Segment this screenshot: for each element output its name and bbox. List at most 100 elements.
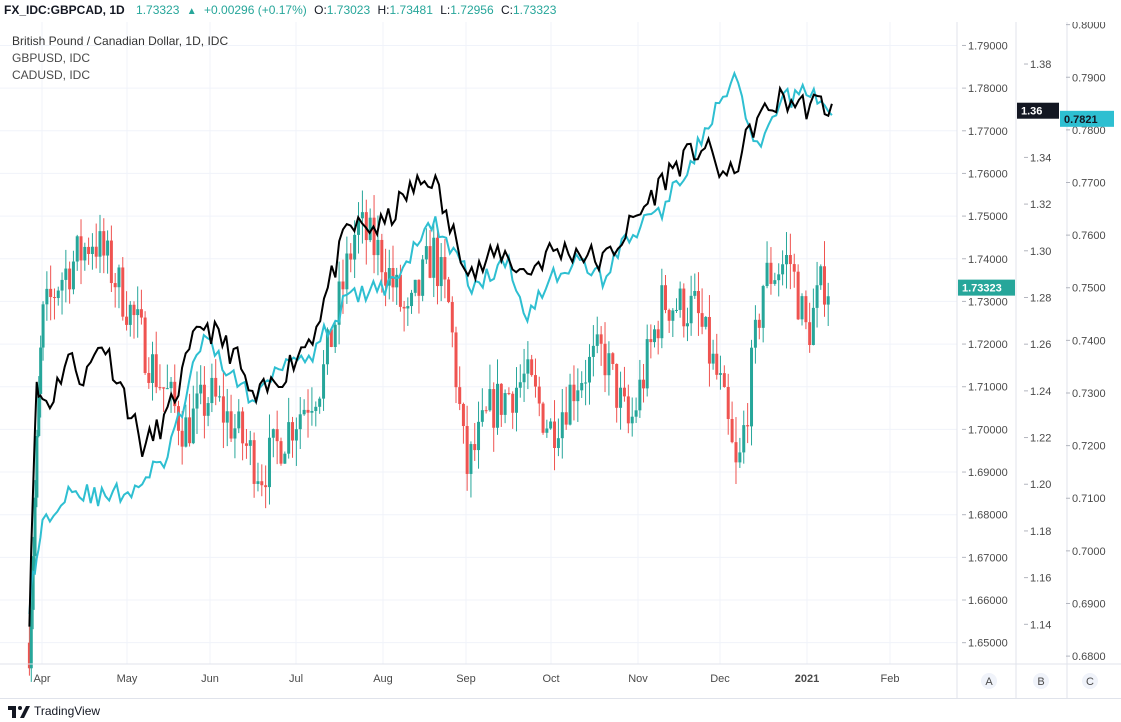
candle-body: [333, 324, 337, 347]
candle-body: [730, 419, 734, 443]
gbpcad-candles: [27, 190, 830, 682]
scale-button-label: B: [1037, 676, 1044, 688]
axis-b-tick-label: 1.14: [1030, 619, 1051, 631]
candle-body: [819, 266, 823, 286]
candle-body: [102, 231, 106, 256]
candle-body: [237, 411, 241, 429]
axis-b-tick-label: 1.34: [1030, 152, 1051, 164]
candle-body: [742, 425, 746, 453]
high-value: 1.73481: [389, 3, 433, 17]
candle-body: [454, 332, 458, 388]
axis-c-tick-label: 0.7500: [1072, 283, 1106, 295]
axis-b-tick-label: 1.32: [1030, 199, 1051, 211]
candle-body: [372, 217, 376, 256]
candle-body: [800, 296, 804, 320]
candle-body: [45, 288, 49, 305]
low-label: L:: [440, 3, 451, 17]
candle-body: [503, 393, 507, 415]
candle-body: [696, 290, 700, 314]
candle-body: [757, 319, 761, 328]
candle-body: [287, 422, 291, 454]
scale-button[interactable]: [1082, 673, 1098, 689]
symbol-label[interactable]: FX_IDC:GBPCAD, 1D: [4, 3, 125, 17]
axis-b-tick-label: 1.28: [1030, 292, 1051, 304]
candle-body: [31, 556, 35, 610]
scale-button[interactable]: [1033, 673, 1049, 689]
candle-body: [630, 416, 634, 424]
candle-body: [707, 316, 711, 364]
candle-body: [484, 410, 488, 412]
candle-body: [432, 237, 436, 278]
axis-c-tick-label: 0.7800: [1072, 125, 1106, 137]
candle-body: [477, 421, 481, 451]
axis-a-tick-label: 1.76000: [968, 168, 1008, 180]
candle-body: [173, 381, 177, 407]
candle-body: [765, 262, 769, 287]
price-chart[interactable]: 1.79000 1.78000 1.77000 1.76000 1.75000 1.740…: [0, 22, 1121, 698]
candle-body: [132, 304, 136, 316]
candle-body: [435, 237, 439, 287]
chart-header: FX_IDC:GBPCAD, 1D 1.73323 ▲ +0.00296 (+0…: [0, 0, 1121, 22]
candle-body: [649, 339, 653, 343]
candle-body: [591, 345, 595, 357]
candle-body: [439, 257, 443, 287]
candle-body: [619, 387, 623, 408]
x-tick-label: Jul: [289, 673, 303, 685]
candle-body: [206, 403, 210, 416]
candle-body: [241, 411, 245, 444]
candle-body: [136, 309, 140, 316]
tradingview-logo[interactable]: TradingView: [8, 704, 100, 718]
candle-body: [158, 387, 162, 389]
candle-body: [325, 329, 329, 365]
candle-body: [349, 253, 353, 260]
candle-body: [704, 316, 708, 327]
up-arrow-icon: ▲: [186, 6, 197, 17]
legend-main: British Pound / Canadian Dollar, 1D, IDC: [12, 34, 229, 48]
candle-body: [283, 453, 287, 464]
scale-button-label: A: [985, 676, 993, 688]
candle-body: [395, 274, 399, 288]
candle-body: [264, 485, 268, 488]
candle-body: [796, 271, 800, 320]
candle-body: [380, 239, 384, 273]
candle-body: [41, 304, 45, 348]
axis-b-tick-label: 1.16: [1030, 573, 1051, 585]
scale-button-label: C: [1086, 676, 1094, 688]
candle-body: [663, 285, 667, 310]
candle-body: [260, 481, 264, 486]
candle-body: [214, 377, 218, 397]
candle-body: [769, 262, 773, 284]
candle-body: [195, 393, 199, 409]
candle-body: [777, 274, 781, 281]
candle-body: [318, 398, 322, 407]
candle-body: [83, 246, 87, 261]
axis-c-tick-label: 0.7000: [1072, 546, 1106, 558]
candle-body: [671, 310, 675, 321]
candle-body: [410, 292, 414, 307]
gbpusd-line: [28, 85, 833, 627]
axis-c-tick-label: 0.7600: [1072, 230, 1106, 242]
candle-body: [79, 236, 83, 261]
candle-body: [492, 389, 496, 428]
candle-body: [622, 387, 626, 397]
candle-body: [139, 309, 143, 318]
axis-a-tick-label: 1.69000: [968, 467, 1008, 479]
candle-body: [750, 347, 754, 427]
candle-body: [256, 481, 260, 484]
candle-body: [685, 323, 689, 327]
candle-body: [60, 279, 64, 291]
candle-body: [90, 246, 94, 255]
candle-body: [302, 409, 306, 415]
axis-b-tick-label: 1.30: [1030, 246, 1051, 258]
candle-body: [229, 411, 233, 439]
open-value: 1.73023: [326, 3, 371, 17]
scale-button[interactable]: [981, 673, 997, 689]
candle-body: [607, 353, 611, 376]
candle-body: [700, 313, 704, 327]
candle-body: [572, 384, 576, 402]
x-tick-label: Nov: [628, 673, 648, 685]
x-tick-label: Oct: [542, 673, 559, 685]
candle-body: [530, 359, 534, 376]
candle-body: [233, 428, 237, 439]
candle-body: [49, 288, 53, 298]
